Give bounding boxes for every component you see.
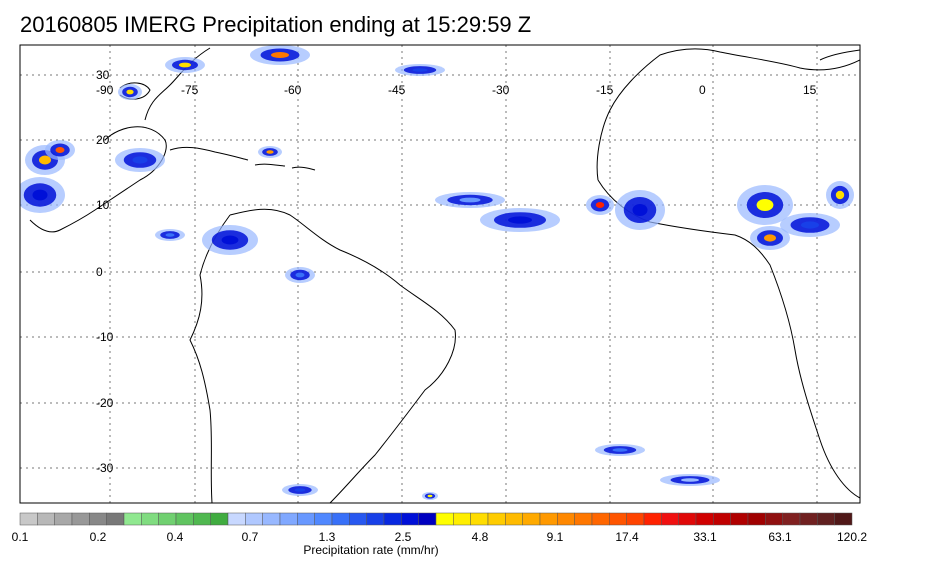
colorbar-cell [54, 512, 73, 526]
colorbar-cell [210, 512, 229, 526]
colorbar-label: 63.1 [768, 530, 792, 544]
colorbar-cell [383, 512, 402, 526]
colorbar-label: 0.2 [89, 530, 107, 544]
colorbar-cell [89, 512, 107, 526]
colorbar-cell [245, 512, 263, 526]
colorbar-cell [557, 512, 575, 526]
colorbar-cell [349, 512, 367, 526]
colorbar-cell [713, 512, 731, 526]
colorbar-label: 2.5 [394, 530, 412, 544]
colorbar-title: Precipitation rate (mm/hr) [303, 543, 439, 557]
colorbar-cell [661, 512, 679, 526]
colorbar-cell [782, 512, 801, 526]
colorbar-label: 0.4 [166, 530, 184, 544]
colorbar-cell [522, 512, 541, 526]
lat-label: 30 [96, 68, 110, 82]
colorbar-cell [123, 512, 142, 526]
colorbar-cell [297, 512, 315, 526]
colorbar-cell [141, 512, 159, 526]
colorbar-cell [678, 512, 697, 526]
lon-label: -15 [596, 83, 614, 97]
colorbar-cell [418, 512, 437, 526]
colorbar-cell [262, 512, 281, 526]
lon-label: -60 [284, 83, 302, 97]
colorbar-cell [106, 512, 125, 526]
colorbar-cell [314, 512, 333, 526]
lat-label: -20 [96, 396, 114, 410]
colorbar-cell [765, 512, 783, 526]
colorbar-label: 9.1 [546, 530, 564, 544]
lat-label: 20 [96, 133, 110, 147]
map-frame [19, 44, 861, 504]
colorbar-cell [817, 512, 835, 526]
colorbar-cell [279, 512, 298, 526]
colorbar-cell [193, 512, 211, 526]
colorbar-label: 4.8 [471, 530, 489, 544]
graticule [20, 45, 860, 503]
colorbar-label: 0.7 [241, 530, 259, 544]
colorbar-cell [487, 512, 506, 526]
colorbar-cell [730, 512, 749, 526]
lon-label: -90 [96, 83, 114, 97]
axis-labels: -90 -75 -60 -45 -30 -15 0 15 30 20 10 0 -10 -20 -30 [96, 68, 817, 475]
colorbar-cell [695, 512, 714, 526]
colorbar-label: 17.4 [615, 530, 639, 544]
lat-label: 0 [96, 265, 103, 279]
map-title: 20160805 IMERG Precipitation ending at 1… [20, 12, 532, 37]
colorbar-cell [37, 512, 55, 526]
colorbar-cell [539, 512, 558, 526]
colorbar-label: 120.2 [836, 530, 868, 544]
colorbar-cell [747, 512, 766, 526]
lat-label: -30 [96, 461, 114, 475]
colorbar-cell [71, 512, 90, 526]
lon-label: -45 [388, 83, 406, 97]
colorbar-cell [19, 512, 38, 526]
colorbar-label: 33.1 [693, 530, 717, 544]
lat-label: 10 [96, 198, 110, 212]
colorbar-cell [834, 512, 853, 526]
colorbar-cell [331, 512, 350, 526]
colorbar-cell [366, 512, 385, 526]
lon-label: 15 [803, 83, 817, 97]
colorbar-cell [470, 512, 489, 526]
colorbar-cell [435, 512, 454, 526]
precipitation-cells [20, 45, 854, 500]
colorbar-cell [799, 512, 818, 526]
lat-label: -10 [96, 330, 114, 344]
colorbar-cell [626, 512, 645, 526]
colorbar-cell [158, 512, 177, 526]
colorbar-cell [609, 512, 627, 526]
colorbar-cell [643, 512, 662, 526]
colorbar-cell [453, 512, 471, 526]
colorbar-cell [175, 512, 194, 526]
colorbar-label: 1.3 [318, 530, 336, 544]
colorbar-cell [591, 512, 610, 526]
colorbar-cell [505, 512, 523, 526]
colorbar-cell [227, 512, 246, 526]
lon-label: -30 [492, 83, 510, 97]
colorbar-cell [574, 512, 593, 526]
colorbar-label: 0.1 [11, 530, 29, 544]
lon-label: 0 [699, 83, 706, 97]
lon-label: -75 [181, 83, 199, 97]
colorbar-cell [401, 512, 419, 526]
